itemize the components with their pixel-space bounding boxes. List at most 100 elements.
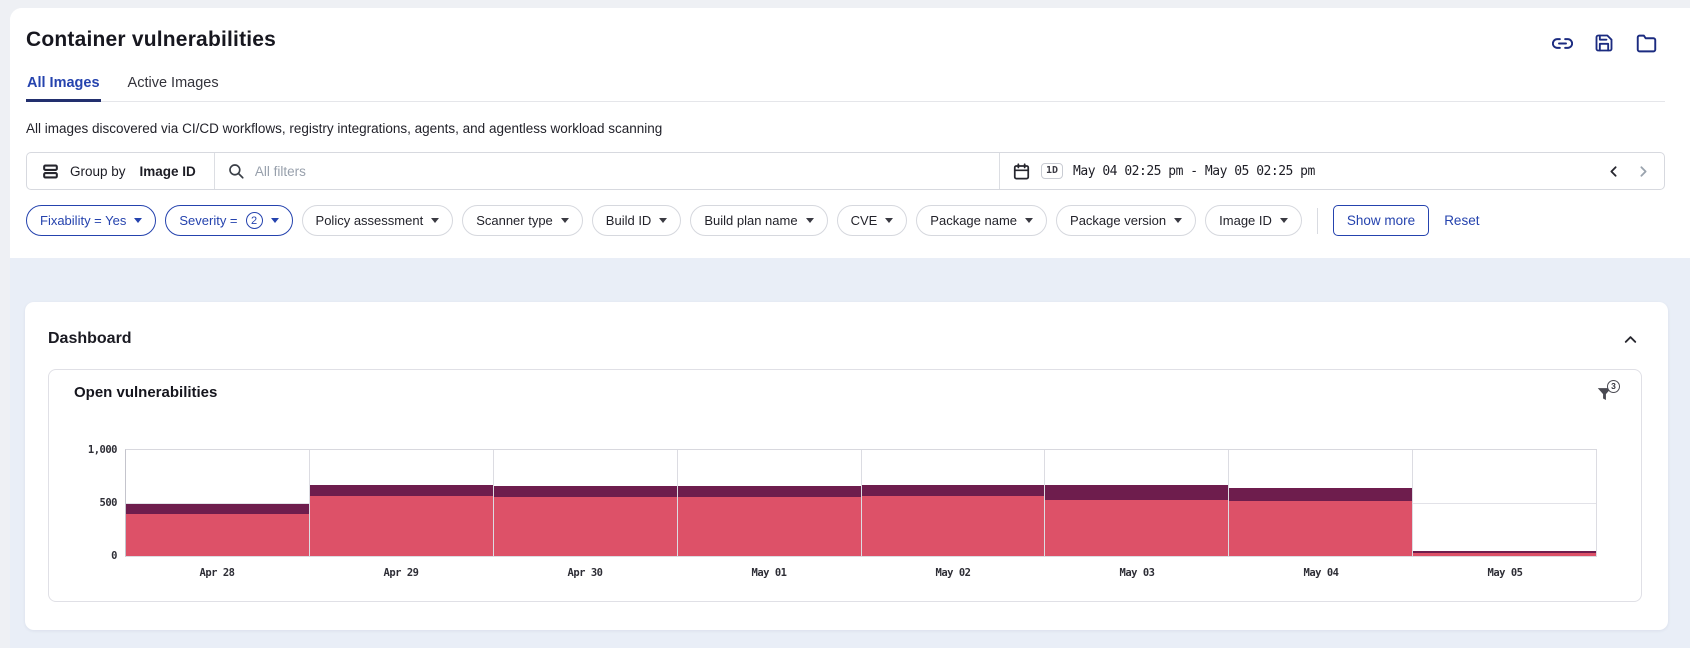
- group-by-selector[interactable]: Group by Image ID: [27, 153, 214, 189]
- chart-column[interactable]: [309, 450, 494, 556]
- chart-area-segment: [861, 485, 1045, 497]
- open-vulnerabilities-panel: Open vulnerabilities 3 0 500 1,000 Apr 28 A…: [48, 369, 1642, 602]
- chart-area-segment: [1229, 500, 1413, 556]
- tab-bar: All Images Active Images: [26, 71, 1665, 102]
- filter-chip-label: CVE: [850, 213, 878, 228]
- toolbar-divider: [213, 153, 215, 189]
- chart-area-segment: [1413, 552, 1596, 556]
- chart-column[interactable]: [861, 450, 1046, 556]
- filter-chip-package-name[interactable]: Package name: [916, 205, 1048, 236]
- filter-chip-label: Severity =: [179, 213, 238, 228]
- filter-chip-label: Build plan name: [704, 213, 798, 228]
- chevron-down-icon: [659, 218, 668, 223]
- x-axis-tick-label: Apr 30: [567, 567, 603, 579]
- filter-chip-label: Package name: [930, 213, 1018, 228]
- dashboard-title: Dashboard: [48, 330, 132, 347]
- save-icon[interactable]: [1593, 32, 1615, 54]
- chart-area-segment: [493, 486, 677, 497]
- filter-chip-label: Build ID: [605, 213, 652, 228]
- copy-link-icon[interactable]: [1551, 32, 1573, 54]
- filter-chip-build-id[interactable]: Build ID: [591, 205, 682, 236]
- filter-chip-image-id[interactable]: Image ID: [1205, 205, 1302, 236]
- range-duration-badge: 1D: [1041, 163, 1064, 179]
- range-next-icon[interactable]: [1632, 160, 1654, 182]
- all-filters-input[interactable]: [254, 163, 987, 179]
- filter-chip-fixability-yes[interactable]: Fixability = Yes: [26, 205, 157, 236]
- y-axis-tick-label: 0: [111, 550, 117, 562]
- chart-area-segment: [493, 496, 677, 556]
- search-icon: [228, 164, 244, 179]
- range-prev-icon[interactable]: [1602, 160, 1624, 182]
- group-by-value: Image ID: [139, 163, 196, 179]
- x-axis-tick-label: Apr 29: [383, 567, 419, 579]
- chevron-down-icon: [885, 218, 894, 223]
- chevron-down-icon: [134, 218, 143, 223]
- x-axis-tick-label: May 05: [1487, 567, 1523, 579]
- chart-area-segment: [1045, 485, 1229, 500]
- chart-column[interactable]: [1045, 450, 1230, 556]
- y-axis-tick-label: 500: [99, 497, 118, 509]
- date-range-text: May 04 02:25 pm - May 05 02:25 pm: [1073, 163, 1315, 179]
- folder-icon[interactable]: [1635, 32, 1657, 54]
- chevron-down-icon: [431, 218, 440, 223]
- chart-x-axis-labels: Apr 28 Apr 29 Apr 30 May 01 May 02 May 03 May …: [125, 567, 1597, 579]
- dashboard-card: Dashboard Open vulnerabilities 3 0 500 1,0…: [25, 302, 1668, 630]
- chart-area-segment: [1045, 499, 1229, 556]
- filter-chip-label: Fixability = Yes: [40, 213, 127, 228]
- filter-toolbar: Group by Image ID 1D May 04 02:25 pm - Ma…: [26, 152, 1665, 190]
- filter-chip-policy-assessment[interactable]: Policy assessment: [301, 205, 454, 236]
- x-axis-tick-label: May 04: [1303, 567, 1339, 579]
- filter-chip-label: Policy assessment: [315, 213, 424, 228]
- x-axis-tick-label: May 02: [935, 567, 971, 579]
- page-title: Container vulnerabilities: [26, 28, 277, 51]
- date-range-picker[interactable]: 1D May 04 02:25 pm - May 05 02:25 pm: [1000, 153, 1664, 189]
- show-more-button[interactable]: Show more: [1332, 205, 1430, 236]
- tab-active-images[interactable]: Active Images: [127, 71, 220, 101]
- collapse-chevron-up-icon[interactable]: [1618, 327, 1642, 351]
- chevron-down-icon: [1025, 218, 1034, 223]
- chart-column[interactable]: [1413, 450, 1597, 556]
- y-axis-tick-label: 1,000: [87, 444, 118, 456]
- panel-filter-count-badge: 3: [1607, 380, 1620, 393]
- chart-area-segment: [1229, 488, 1413, 501]
- filter-chips-row: Fixability = Yes Severity = 2 Policy assess…: [26, 205, 1665, 258]
- filter-chip-cve[interactable]: CVE: [836, 205, 908, 236]
- x-axis-tick-label: Apr 28: [199, 567, 235, 579]
- chart-area-segment: [677, 485, 861, 497]
- toolbar-divider: [999, 153, 1000, 189]
- chart-column[interactable]: [493, 450, 678, 556]
- panel-funnel-icon[interactable]: 3: [1589, 380, 1620, 409]
- chart-area-segment: [309, 496, 493, 556]
- filter-chip-label: Package version: [1070, 213, 1167, 228]
- filter-chip-label: Scanner type: [476, 213, 553, 228]
- reset-button[interactable]: Reset: [1444, 213, 1480, 228]
- chart-column[interactable]: [1229, 450, 1414, 556]
- x-axis-tick-label: May 03: [1119, 567, 1155, 579]
- chart-area-segment: [126, 514, 309, 556]
- chevron-down-icon: [560, 218, 569, 223]
- filter-chip-count: 2: [245, 212, 263, 229]
- group-by-icon: [43, 164, 58, 178]
- all-filters-search: [215, 153, 999, 189]
- chart-column[interactable]: [126, 450, 310, 556]
- chevron-down-icon: [1174, 218, 1183, 223]
- chart-area-segment: [861, 496, 1045, 556]
- chart-column[interactable]: [677, 450, 862, 556]
- filter-chip-label: Image ID: [1219, 213, 1272, 228]
- app-window: Container vulnerabilities: [10, 8, 1690, 648]
- chevron-down-icon: [1279, 218, 1288, 223]
- dashboard-section: Dashboard Open vulnerabilities 3 0 500 1,0…: [10, 258, 1690, 648]
- chart-area-segment: [309, 485, 493, 497]
- filter-chip-severity[interactable]: Severity = 2: [165, 205, 293, 236]
- calendar-icon: [1013, 162, 1030, 179]
- filter-chip-build-plan-name[interactable]: Build plan name: [690, 205, 828, 236]
- page-description: All images discovered via CI/CD workflow…: [26, 121, 663, 136]
- header-actions: [1551, 32, 1657, 54]
- tab-all-images[interactable]: All Images: [26, 71, 101, 102]
- filter-chip-scanner-type[interactable]: Scanner type: [462, 205, 583, 236]
- filter-chip-package-version[interactable]: Package version: [1056, 205, 1197, 236]
- chart-area-segment: [677, 496, 861, 556]
- chips-divider: [1316, 207, 1318, 234]
- chart-plot-area: 0 500 1,000: [88, 444, 1597, 562]
- chevron-down-icon: [270, 218, 279, 223]
